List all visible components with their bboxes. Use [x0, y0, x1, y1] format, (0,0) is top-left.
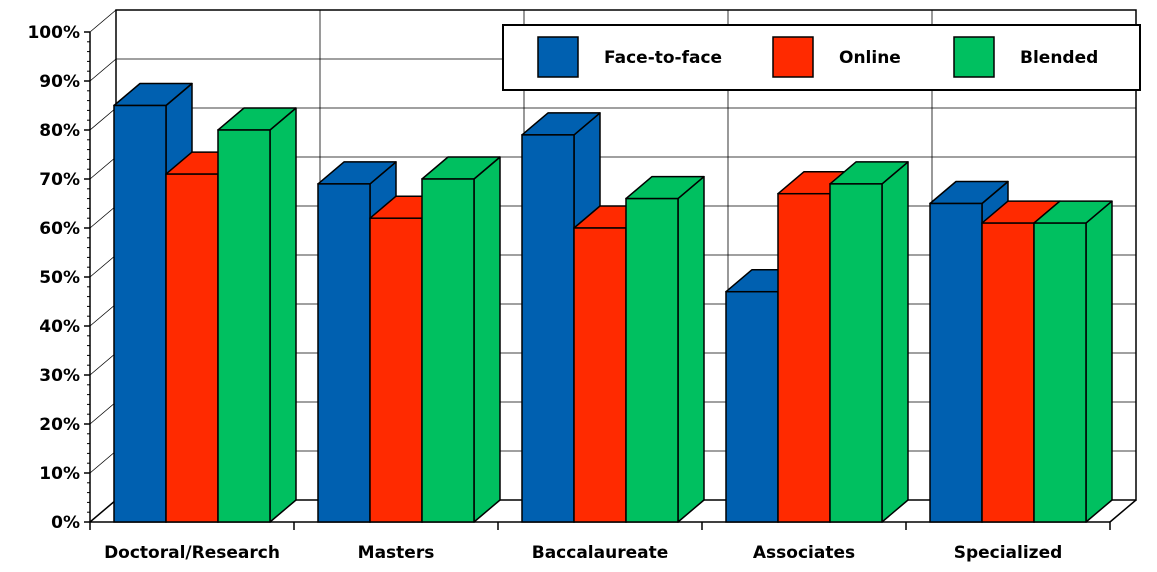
bar-associates-blended	[829, 161, 909, 523]
legend: Face-to-face Online Blended	[502, 24, 1141, 91]
legend-entry-face-to-face: Face-to-face	[537, 36, 722, 78]
y-tick-label: 90%	[39, 72, 80, 92]
y-tick-label: 20%	[39, 415, 80, 435]
bar-masters-blended	[421, 156, 501, 523]
legend-entry-blended: Blended	[953, 36, 1098, 78]
x-tick-label: Masters	[358, 543, 435, 563]
wall-gridline	[89, 107, 117, 131]
wall-gridline	[89, 58, 117, 82]
x-tick-label: Associates	[753, 543, 855, 563]
legend-box	[502, 24, 1141, 91]
y-tick-label: 70%	[39, 170, 80, 190]
legend-swatch	[537, 36, 579, 78]
bar-specialized-blended	[1033, 200, 1113, 523]
wall-gridline	[89, 156, 117, 180]
legend-entry-online: Online	[772, 36, 901, 78]
wall-gridline	[89, 205, 117, 229]
x-tick-label: Baccalaureate	[532, 543, 669, 563]
y-tick-label: 100%	[27, 23, 80, 43]
wall-gridline	[89, 401, 117, 425]
legend-swatch	[953, 36, 995, 78]
bar-baccalaureate-blended	[625, 175, 705, 523]
y-tick-label: 10%	[39, 464, 80, 484]
legend-label: Face-to-face	[604, 48, 722, 68]
y-tick-label: 50%	[39, 268, 80, 288]
y-tick-label: 80%	[39, 121, 80, 141]
y-tick-label: 40%	[39, 317, 80, 337]
wall-gridline	[89, 450, 117, 474]
y-tick-label: 60%	[39, 219, 80, 239]
wall-gridline	[89, 9, 117, 33]
floor-edge-left	[89, 499, 117, 523]
legend-swatch	[772, 36, 814, 78]
wall-gridline	[89, 352, 117, 376]
y-tick-label: 0%	[51, 513, 80, 533]
y-tick-label: 30%	[39, 366, 80, 386]
x-tick-label: Doctoral/Research	[104, 543, 280, 563]
wall-gridline	[89, 254, 117, 278]
legend-label: Online	[839, 48, 901, 68]
bars	[113, 82, 1113, 523]
wall-gridline	[89, 303, 117, 327]
axes: 0% 10% 20% 30% 40% 50% 60% 70% 80% 90% 100% Doctora…	[27, 23, 1111, 563]
legend-label: Blended	[1020, 48, 1098, 68]
bar-doctoral-research-blended	[217, 107, 297, 523]
x-tick-label: Specialized	[954, 543, 1063, 563]
floor-edge	[1109, 499, 1137, 523]
